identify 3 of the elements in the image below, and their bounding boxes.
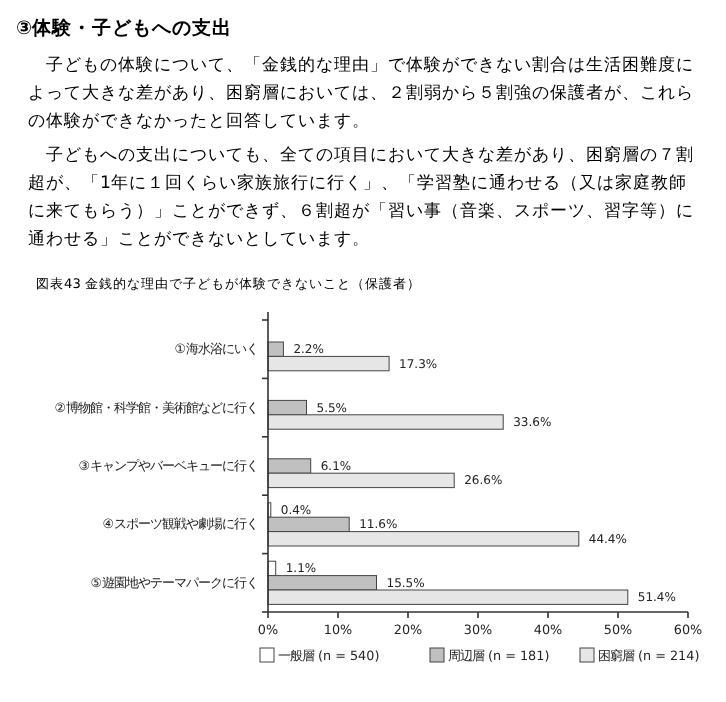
- text: 子どもの体験について、「金銭的な理由」で体験ができない割合は生活困難度によって大きな差があり、困窮層においては、２割弱から５割強の保護者が、これらの体験ができなかったと回答しています。: [28, 53, 696, 136]
- chart-title: ③体験・子どもへの支出: [16, 16, 233, 42]
- text: 子どもへの支出についても、全ての項目において大きな差があり、困窮層の７割超が、「1年に１回くらい家族旅行に行く」、「学習塾に通わせる（又は家庭教師に来てもらう）」ことができず、６割超が「習い事（音楽、スポーツ、習字等）に通わせる」ことができないとしています。: [28, 143, 696, 254]
